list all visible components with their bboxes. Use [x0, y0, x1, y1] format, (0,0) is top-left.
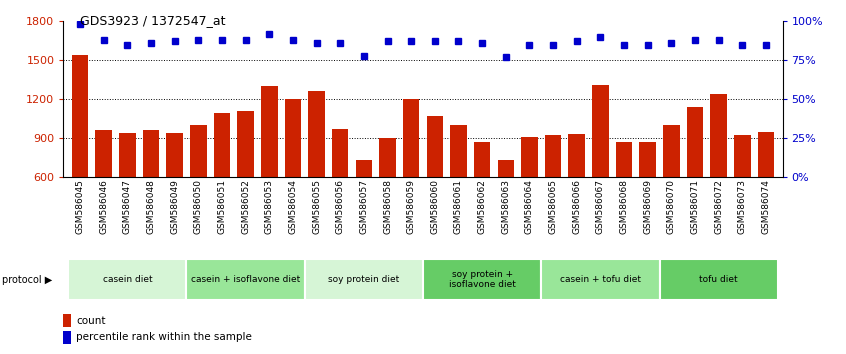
- Bar: [426, 116, 443, 255]
- FancyBboxPatch shape: [69, 259, 186, 300]
- Bar: [284, 99, 301, 255]
- Text: GSM586053: GSM586053: [265, 179, 274, 234]
- FancyBboxPatch shape: [541, 259, 660, 300]
- Text: GSM586067: GSM586067: [596, 179, 605, 234]
- Bar: [261, 86, 277, 255]
- Text: GSM586074: GSM586074: [761, 179, 771, 234]
- Text: GSM586063: GSM586063: [502, 179, 510, 234]
- Text: GDS3923 / 1372547_at: GDS3923 / 1372547_at: [80, 14, 226, 27]
- Text: GSM586065: GSM586065: [548, 179, 558, 234]
- Text: GSM586064: GSM586064: [525, 179, 534, 234]
- Bar: [521, 137, 538, 255]
- Bar: [616, 142, 632, 255]
- Bar: [143, 130, 159, 255]
- Text: GSM586062: GSM586062: [478, 179, 486, 234]
- Text: casein + isoflavone diet: casein + isoflavone diet: [191, 275, 300, 284]
- Bar: [403, 99, 420, 255]
- Bar: [119, 133, 135, 255]
- Bar: [569, 134, 585, 255]
- Text: GSM586066: GSM586066: [572, 179, 581, 234]
- Bar: [545, 136, 562, 255]
- Text: soy protein +
isoflavone diet: soy protein + isoflavone diet: [448, 270, 515, 289]
- Bar: [63, 314, 71, 327]
- Bar: [96, 130, 112, 255]
- Text: GSM586045: GSM586045: [75, 179, 85, 234]
- Text: GSM586058: GSM586058: [383, 179, 392, 234]
- Bar: [355, 160, 372, 255]
- Bar: [592, 85, 608, 255]
- Bar: [450, 125, 467, 255]
- Bar: [474, 142, 491, 255]
- Text: GSM586046: GSM586046: [99, 179, 108, 234]
- Text: GSM586071: GSM586071: [690, 179, 700, 234]
- Text: GSM586056: GSM586056: [336, 179, 344, 234]
- Text: GSM586047: GSM586047: [123, 179, 132, 234]
- Text: count: count: [76, 316, 106, 326]
- Bar: [190, 125, 206, 255]
- Bar: [238, 111, 254, 255]
- Text: soy protein diet: soy protein diet: [328, 275, 399, 284]
- Text: GSM586069: GSM586069: [643, 179, 652, 234]
- FancyBboxPatch shape: [423, 259, 541, 300]
- Text: GSM586072: GSM586072: [714, 179, 723, 234]
- Text: casein diet: casein diet: [102, 275, 152, 284]
- Text: GSM586059: GSM586059: [407, 179, 415, 234]
- Bar: [663, 125, 679, 255]
- Text: GSM586050: GSM586050: [194, 179, 203, 234]
- FancyBboxPatch shape: [305, 259, 423, 300]
- Bar: [758, 132, 774, 255]
- Text: protocol ▶: protocol ▶: [2, 275, 52, 285]
- Bar: [497, 160, 514, 255]
- Text: GSM586055: GSM586055: [312, 179, 321, 234]
- Text: tofu diet: tofu diet: [700, 275, 738, 284]
- Text: GSM586060: GSM586060: [431, 179, 439, 234]
- Text: GSM586073: GSM586073: [738, 179, 747, 234]
- Text: GSM586061: GSM586061: [454, 179, 463, 234]
- Text: casein + tofu diet: casein + tofu diet: [560, 275, 641, 284]
- FancyBboxPatch shape: [660, 259, 777, 300]
- Bar: [734, 136, 750, 255]
- Bar: [72, 55, 88, 255]
- Bar: [332, 129, 349, 255]
- Text: GSM586051: GSM586051: [217, 179, 227, 234]
- Bar: [214, 113, 230, 255]
- Bar: [379, 138, 396, 255]
- Bar: [167, 133, 183, 255]
- Text: GSM586057: GSM586057: [360, 179, 368, 234]
- Text: GSM586068: GSM586068: [619, 179, 629, 234]
- Bar: [308, 91, 325, 255]
- Text: GSM586054: GSM586054: [288, 179, 298, 234]
- Text: GSM586048: GSM586048: [146, 179, 156, 234]
- Text: percentile rank within the sample: percentile rank within the sample: [76, 332, 252, 342]
- Bar: [711, 94, 727, 255]
- Bar: [687, 107, 703, 255]
- Text: GSM586070: GSM586070: [667, 179, 676, 234]
- Bar: [63, 331, 71, 344]
- Text: GSM586049: GSM586049: [170, 179, 179, 234]
- Text: GSM586052: GSM586052: [241, 179, 250, 234]
- FancyBboxPatch shape: [186, 259, 305, 300]
- Bar: [640, 142, 656, 255]
